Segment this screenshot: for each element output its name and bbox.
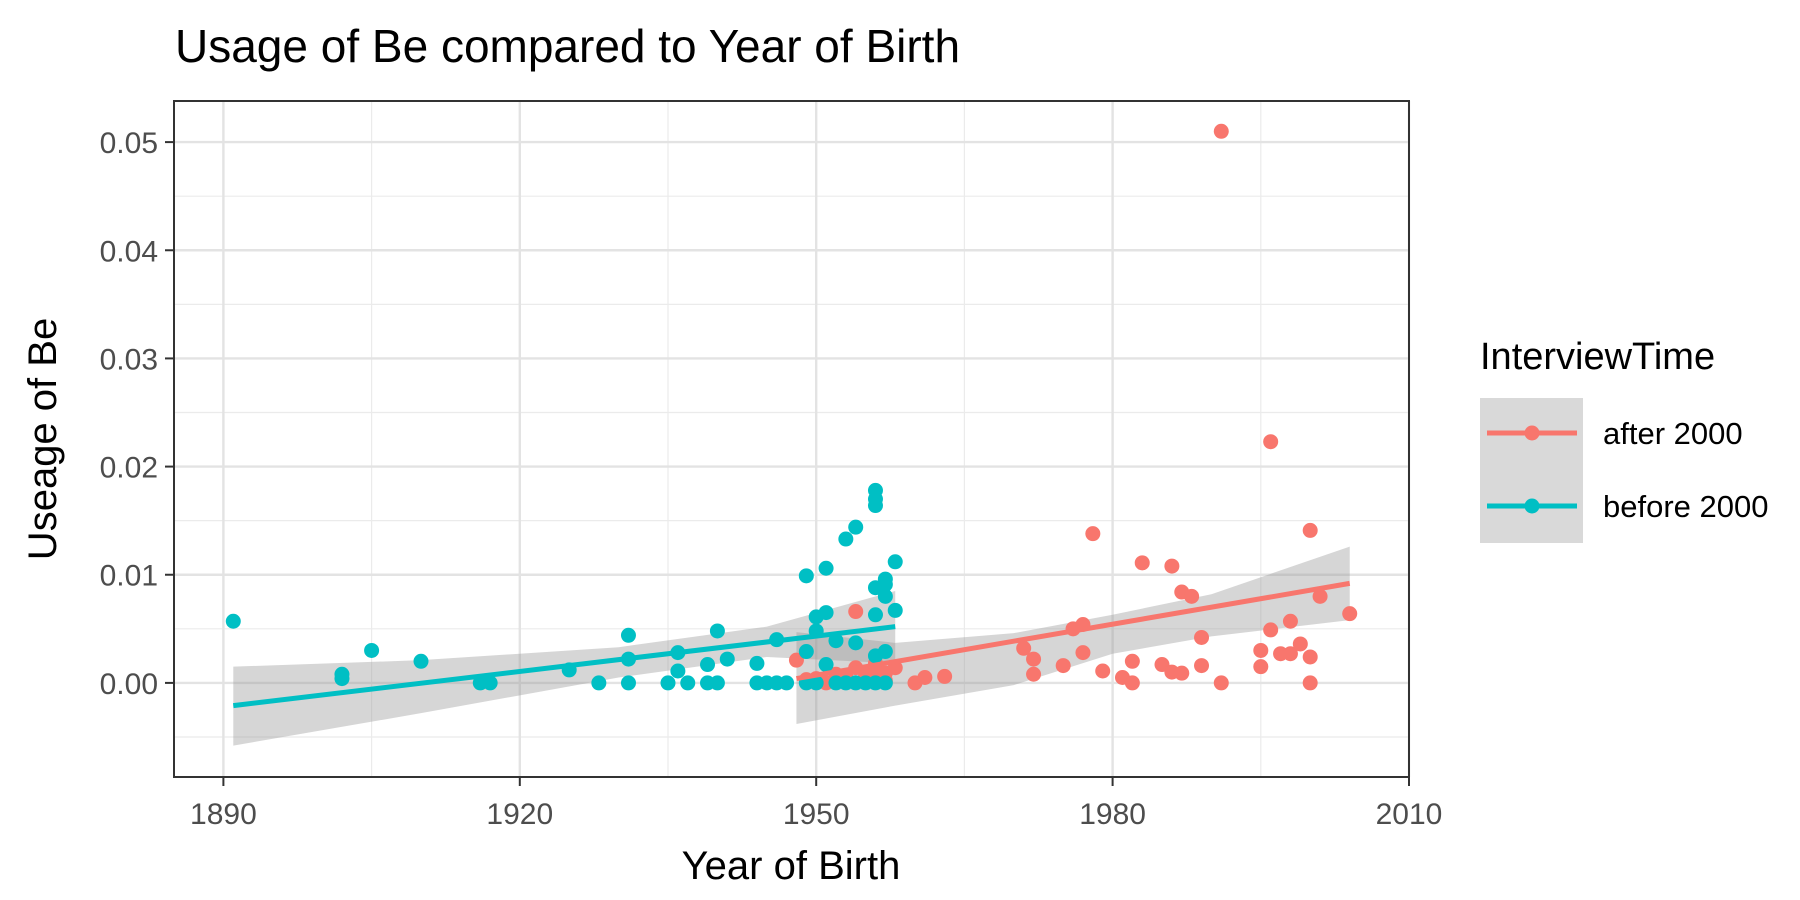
data-point [225, 613, 241, 629]
data-point [808, 675, 824, 691]
data-point [1134, 555, 1150, 571]
legend-label: after 2000 [1603, 416, 1743, 451]
data-point [828, 633, 844, 649]
y-tick-label: 0.04 [100, 235, 158, 268]
data-point [798, 644, 814, 660]
data-point [591, 675, 607, 691]
data-point [867, 498, 883, 514]
data-point [1174, 665, 1190, 681]
y-tick-label: 0.01 [100, 560, 158, 593]
y-tick-label: 0.03 [100, 343, 158, 376]
data-point [848, 604, 864, 620]
legend-label: before 2000 [1603, 489, 1768, 524]
data-point [818, 605, 834, 621]
legend-entries: after 2000 before 2000 [1487, 416, 1768, 524]
data-point [749, 655, 765, 671]
x-tick-label: 1980 [1079, 798, 1146, 831]
legend-key-background [1480, 398, 1583, 543]
data-point [1312, 588, 1328, 604]
legend-key-point [1524, 498, 1540, 514]
data-point [818, 657, 834, 673]
axis-ticks: 1890 1920 1950 1980 2010 0.00 0.01 0.02 0.03 0.04… [100, 127, 1443, 831]
data-point [1302, 522, 1318, 538]
data-point [1342, 606, 1358, 622]
data-point [818, 560, 834, 576]
data-point [1213, 123, 1229, 139]
data-point [877, 644, 893, 660]
trend-line [796, 580, 1351, 682]
data-point [1282, 613, 1298, 629]
data-point [482, 675, 498, 691]
data-point [848, 635, 864, 651]
data-point [719, 651, 735, 667]
chart-title: Usage of Be compared to Year of Birth [175, 20, 960, 72]
data-point [1213, 675, 1229, 691]
data-point [877, 675, 893, 691]
data-point [660, 675, 676, 691]
data-point [838, 531, 854, 547]
data-point [1055, 658, 1071, 674]
x-axis-title: Year of Birth [682, 844, 901, 888]
data-point [1253, 642, 1269, 658]
data-point [887, 554, 903, 570]
data-point [709, 675, 725, 691]
data-point [1194, 629, 1210, 645]
x-tick-label: 1890 [190, 798, 257, 831]
data-point [620, 627, 636, 643]
data-point [1124, 653, 1140, 669]
data-point [680, 675, 696, 691]
data-point [917, 669, 933, 685]
data-point [1026, 666, 1042, 682]
plot-border [173, 100, 1410, 778]
data-points [225, 123, 1358, 691]
data-point [877, 576, 893, 592]
data-point [1263, 622, 1279, 638]
data-point [1302, 649, 1318, 665]
data-point [1026, 651, 1042, 667]
legend: InterviewTime after 2000 before 2000 [1480, 336, 1768, 543]
data-point [867, 607, 883, 623]
trend-lines [232, 580, 1351, 709]
y-tick-label: 0.02 [100, 452, 158, 485]
data-point [1075, 645, 1091, 661]
data-point [877, 588, 893, 604]
x-tick-label: 1950 [783, 798, 850, 831]
data-point [620, 675, 636, 691]
data-point [364, 642, 380, 658]
x-tick-label: 2010 [1376, 798, 1443, 831]
data-point [1292, 636, 1308, 652]
legend-key-point [1524, 425, 1540, 441]
data-point [1302, 675, 1318, 691]
x-tick-label: 1920 [486, 798, 553, 831]
data-point [848, 519, 864, 535]
data-point [1095, 663, 1111, 679]
y-axis-title: Useage of Be [21, 318, 65, 560]
data-point [798, 568, 814, 584]
data-point [937, 668, 953, 684]
legend-title: InterviewTime [1480, 336, 1715, 378]
data-point [887, 602, 903, 618]
data-point [1184, 588, 1200, 604]
data-point [788, 652, 804, 668]
data-point [1016, 640, 1032, 656]
data-point [709, 623, 725, 639]
data-point [334, 671, 350, 687]
data-point [1085, 526, 1101, 542]
data-point [779, 675, 795, 691]
y-tick-label: 0.00 [100, 668, 158, 701]
data-point [1253, 659, 1269, 675]
data-point [413, 653, 429, 669]
trend-line [232, 624, 896, 709]
data-point [700, 657, 716, 673]
data-point [1164, 558, 1180, 574]
data-point [1263, 434, 1279, 450]
data-point [1124, 675, 1140, 691]
data-point [670, 663, 686, 679]
data-point [1194, 658, 1210, 674]
data-point [1282, 646, 1298, 662]
y-tick-label: 0.05 [100, 127, 158, 160]
